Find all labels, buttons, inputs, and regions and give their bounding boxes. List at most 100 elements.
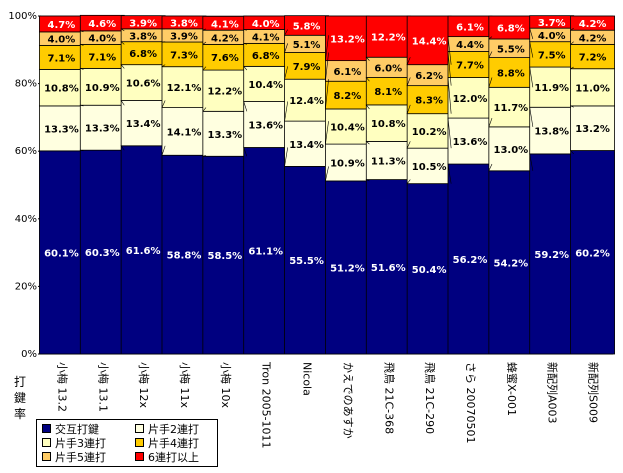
- series-line: [202, 107, 207, 112]
- data-label: 61.6%: [126, 246, 161, 257]
- series-line: [447, 77, 452, 114]
- data-label: 50.4%: [412, 265, 447, 276]
- data-label: 10.2%: [412, 127, 447, 138]
- series-line: [325, 79, 329, 109]
- bar-segment: [447, 117, 493, 165]
- data-label: 58.8%: [167, 251, 202, 262]
- chart-legend: 交互打鍵 片手2連打 片手3連打 片手4連打 片手5連打 6連打以上: [36, 419, 218, 467]
- bar-segment: [39, 105, 84, 152]
- data-label: 51.2%: [330, 263, 365, 274]
- series-line: [202, 154, 207, 157]
- series-line: [325, 52, 329, 82]
- data-label: 7.3%: [170, 50, 198, 61]
- data-label: 8.2%: [334, 91, 362, 102]
- bar-segment: [529, 106, 575, 155]
- data-label: 6.1%: [334, 67, 362, 78]
- data-label: 4.6%: [88, 19, 116, 30]
- series-line: [570, 150, 574, 155]
- legend-label: 片手4連打: [148, 437, 199, 450]
- series-line: [488, 117, 493, 127]
- x-tick-label: さら 20070501: [464, 362, 477, 444]
- data-label: 10.4%: [330, 123, 365, 134]
- series-line: [80, 44, 84, 46]
- bar-segment: [488, 86, 534, 128]
- series-line: [161, 145, 166, 156]
- bar-segment: [243, 147, 289, 355]
- x-tick-label: 蜂蜜X-001: [505, 362, 519, 416]
- bar-segment: [570, 68, 615, 107]
- data-label: 4.7%: [48, 20, 76, 31]
- y-tick-label: 100%: [8, 11, 37, 22]
- bar-segment: [365, 179, 411, 355]
- series-line: [488, 77, 493, 88]
- legend-swatch: [135, 424, 144, 433]
- data-label: 7.5%: [538, 50, 566, 61]
- data-label: 7.6%: [211, 53, 239, 64]
- data-label: 10.4%: [248, 80, 283, 91]
- series-line: [243, 66, 248, 71]
- bar-segment: [570, 15, 615, 31]
- bar-segment: [39, 150, 84, 355]
- x-tick-label: Tron 2005-1011: [260, 361, 273, 449]
- data-label: 4.0%: [88, 34, 116, 45]
- legend-item: 片手4連打: [135, 437, 199, 451]
- series-line: [570, 27, 574, 31]
- series-line: [406, 77, 411, 86]
- data-label: 61.1%: [248, 247, 283, 258]
- data-label: 14.4%: [412, 36, 447, 47]
- data-label: 14.1%: [167, 127, 202, 138]
- series-line: [202, 41, 207, 45]
- data-label: 11.3%: [371, 156, 406, 167]
- series-line: [366, 77, 370, 82]
- legend-label: 6連打以上: [148, 451, 199, 464]
- bar-segment: [325, 80, 370, 110]
- bar-segment: [284, 78, 329, 122]
- bar-segment: [406, 113, 452, 149]
- y-tick-label: 60%: [15, 146, 37, 157]
- bar-segment: [325, 15, 370, 62]
- data-label: 10.5%: [412, 162, 447, 173]
- y-tick-label: 20%: [15, 281, 37, 292]
- x-tick-label: 小梅 10x: [219, 362, 233, 408]
- data-label: 4.1%: [211, 19, 239, 30]
- data-label: 13.6%: [453, 137, 488, 148]
- bar-segment: [325, 143, 370, 182]
- data-label: 8.1%: [374, 87, 402, 98]
- bar-segment: [365, 104, 411, 142]
- legend-swatch: [42, 424, 51, 433]
- data-label: 12.0%: [453, 94, 488, 105]
- series-line: [488, 51, 493, 58]
- bar-segment: [39, 69, 84, 107]
- bar-segment: [161, 66, 207, 108]
- series-line: [80, 149, 84, 152]
- bar-segment: [202, 155, 248, 355]
- data-label: 54.2%: [494, 258, 529, 269]
- data-label: 12.2%: [208, 87, 243, 98]
- data-label: 12.4%: [289, 96, 324, 107]
- bar-segment: [79, 149, 125, 355]
- data-label: 3.8%: [170, 18, 198, 29]
- data-label: 13.2%: [330, 34, 365, 45]
- data-label: 3.7%: [538, 18, 566, 29]
- series-line: [570, 41, 574, 45]
- data-label: 13.3%: [44, 124, 79, 135]
- data-label: 55.5%: [289, 256, 324, 267]
- series-line: [325, 166, 329, 182]
- data-label: 11.0%: [575, 83, 610, 94]
- legend-swatch: [42, 438, 51, 447]
- data-label: 51.6%: [371, 263, 406, 274]
- legend-swatch: [135, 438, 144, 447]
- bar-segment: [447, 77, 493, 119]
- x-tick-label: Nicola: [301, 362, 314, 396]
- series-line: [529, 107, 534, 127]
- data-label: 6.8%: [497, 23, 525, 34]
- data-label: 13.3%: [85, 124, 120, 135]
- series-line: [120, 41, 125, 45]
- series-line: [284, 29, 288, 36]
- data-label: 4.0%: [538, 31, 566, 42]
- y-tick-label: 80%: [15, 79, 37, 90]
- data-label: 10.8%: [371, 119, 406, 130]
- data-label: 58.5%: [208, 251, 243, 262]
- data-label: 8.3%: [415, 96, 443, 107]
- bar-segment: [161, 154, 207, 355]
